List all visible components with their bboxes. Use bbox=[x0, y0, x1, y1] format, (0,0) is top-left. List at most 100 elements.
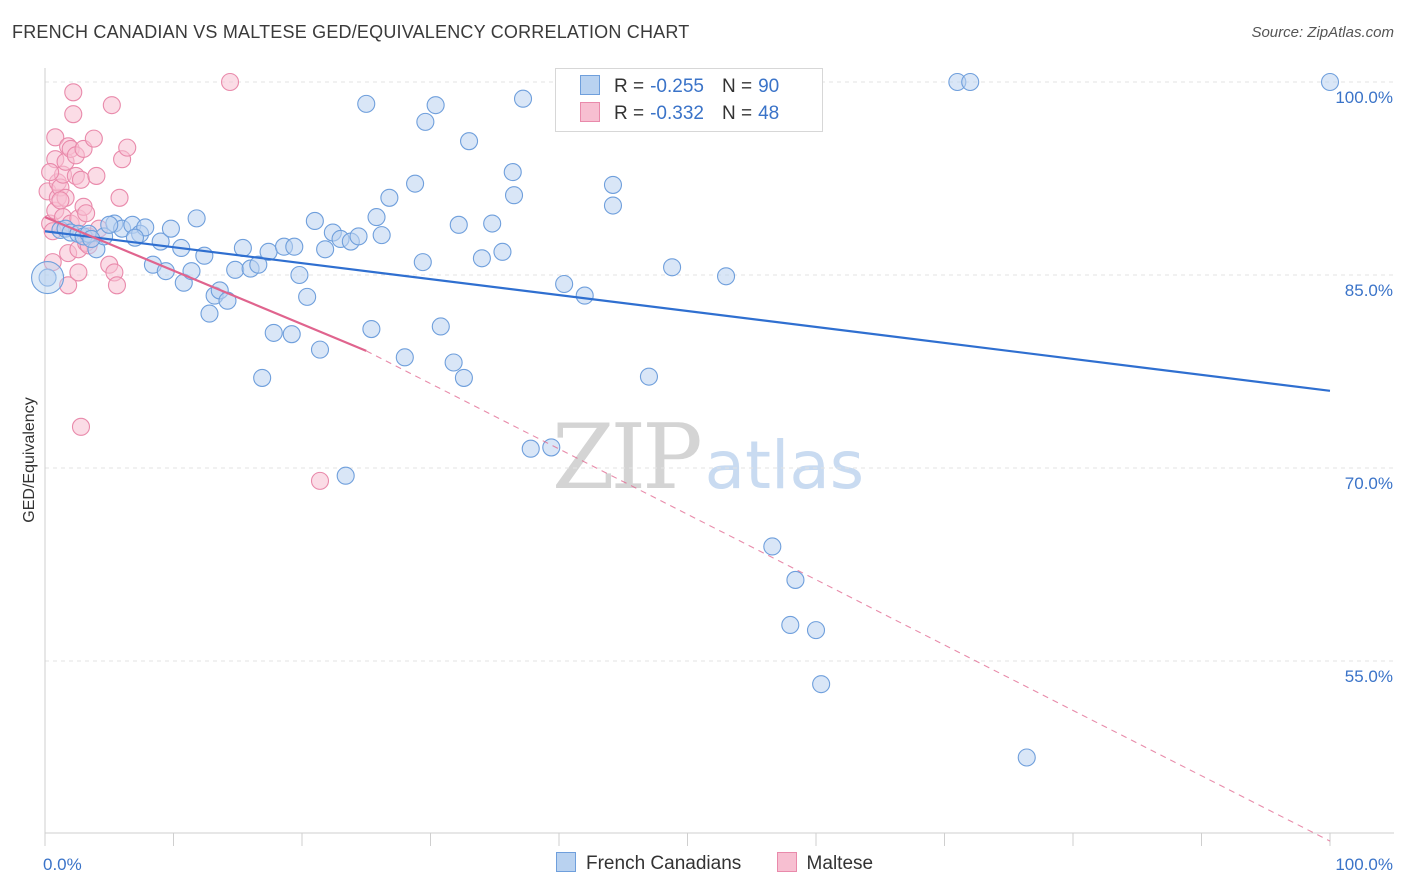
stats-legend: R = -0.255 N = 90 R = -0.332 N = 48 bbox=[555, 68, 823, 132]
data-point-french-canadians bbox=[459, 132, 479, 151]
data-point-french-canadians bbox=[367, 208, 386, 227]
data-point-maltese bbox=[220, 72, 240, 92]
data-point-maltese bbox=[87, 166, 106, 185]
data-point-french-canadians bbox=[493, 242, 512, 261]
data-point-french-canadians bbox=[362, 319, 381, 339]
y-tick-label: 100.0% bbox=[1335, 88, 1393, 107]
data-point-french-canadians bbox=[336, 466, 355, 485]
data-point-french-canadians bbox=[1320, 72, 1340, 92]
data-point-french-canadians bbox=[100, 215, 119, 234]
data-point-french-canadians bbox=[187, 209, 206, 228]
legend-row-maltese: R = -0.332 N = 48 bbox=[580, 102, 779, 126]
x-tick-label: 100.0% bbox=[1335, 855, 1393, 874]
data-point-maltese bbox=[107, 276, 127, 295]
data-point-french-canadians bbox=[282, 325, 301, 344]
data-point-french-canadians bbox=[416, 112, 435, 131]
data-point-french-canadians bbox=[521, 439, 540, 458]
legend-r-label: R = bbox=[614, 76, 645, 97]
data-point-french-canadians bbox=[357, 94, 376, 113]
data-point-french-canadians bbox=[264, 323, 283, 342]
data-point-french-canadians bbox=[1017, 748, 1036, 767]
legend-n-value: 90 bbox=[758, 76, 780, 97]
data-point-french-canadians bbox=[161, 219, 180, 238]
data-point-maltese bbox=[59, 276, 78, 295]
legend-item-maltese[interactable]: Maltese bbox=[776, 852, 874, 875]
legend-label: Maltese bbox=[806, 853, 874, 874]
data-point-maltese bbox=[71, 417, 91, 436]
data-point-maltese bbox=[51, 191, 70, 210]
data-point-french-canadians bbox=[812, 675, 831, 694]
data-point-french-canadians bbox=[38, 268, 57, 287]
data-point-french-canadians bbox=[200, 304, 219, 323]
watermark: ZIPatlas bbox=[552, 405, 864, 510]
y-tick-label: 85.0% bbox=[1345, 281, 1393, 300]
data-point-french-canadians bbox=[716, 267, 736, 286]
data-point-french-canadians bbox=[285, 237, 304, 256]
data-point-french-canadians bbox=[413, 253, 432, 272]
y-tick-label: 70.0% bbox=[1345, 474, 1393, 493]
data-point-french-canadians bbox=[395, 348, 414, 367]
data-point-french-canadians bbox=[603, 175, 623, 194]
trendline-maltese-extended bbox=[366, 350, 1331, 842]
legend-item-french-canadians[interactable]: French Canadians bbox=[556, 852, 741, 875]
data-point-french-canadians bbox=[454, 368, 473, 387]
data-point-french-canadians bbox=[575, 286, 594, 305]
data-point-maltese bbox=[64, 105, 83, 124]
watermark-atlas: atlas bbox=[704, 427, 865, 504]
data-point-french-canadians bbox=[663, 258, 682, 277]
data-point-maltese bbox=[77, 204, 96, 223]
data-point-french-canadians bbox=[961, 72, 980, 92]
data-point-french-canadians bbox=[372, 226, 391, 245]
data-point-french-canadians bbox=[603, 196, 623, 215]
data-point-french-canadians bbox=[298, 287, 317, 306]
y-tick-label: 55.0% bbox=[1345, 667, 1393, 686]
trendline-maltese bbox=[44, 216, 367, 352]
data-point-french-canadians bbox=[786, 570, 805, 589]
data-point-french-canadians bbox=[233, 238, 252, 258]
data-point-french-canadians bbox=[431, 317, 450, 336]
legend-r-value: -0.332 bbox=[650, 103, 704, 124]
legend-row-french-canadians: R = -0.255 N = 90 bbox=[580, 75, 779, 99]
data-point-french-canadians bbox=[349, 227, 368, 246]
legend-n-value: 48 bbox=[758, 103, 780, 124]
data-point-french-canadians-large bbox=[31, 261, 65, 295]
data-point-french-canadians bbox=[310, 340, 330, 359]
data-point-maltese bbox=[84, 129, 103, 148]
data-point-french-canadians bbox=[763, 537, 782, 556]
data-point-maltese bbox=[71, 170, 91, 189]
data-point-french-canadians bbox=[249, 255, 268, 274]
data-point-french-canadians bbox=[639, 367, 659, 386]
chart-title: FRENCH CANADIAN VS MALTESE GED/EQUIVALEN… bbox=[12, 22, 690, 42]
data-point-maltese bbox=[110, 188, 129, 207]
data-point-french-canadians bbox=[503, 163, 522, 182]
series-legend: French Canadians Maltese bbox=[556, 852, 903, 875]
y-axis-label: GED/Equivalency bbox=[21, 397, 38, 523]
data-point-french-canadians bbox=[513, 89, 533, 108]
data-point-french-canadians bbox=[449, 215, 468, 234]
data-point-maltese bbox=[64, 83, 83, 102]
data-point-french-canadians bbox=[380, 188, 399, 207]
data-point-french-canadians bbox=[781, 615, 800, 635]
data-point-french-canadians bbox=[226, 260, 245, 279]
watermark-zip: ZIP bbox=[552, 405, 703, 510]
data-point-maltese bbox=[46, 128, 65, 147]
data-point-maltese bbox=[102, 96, 121, 115]
legend-swatch-blue bbox=[556, 852, 576, 872]
data-point-french-canadians bbox=[472, 249, 491, 268]
data-point-french-canadians bbox=[806, 621, 826, 640]
data-point-maltese bbox=[69, 263, 88, 282]
data-point-maltese bbox=[118, 138, 137, 157]
data-point-maltese bbox=[41, 163, 60, 182]
data-point-french-canadians bbox=[316, 240, 335, 259]
legend-swatch-blue bbox=[580, 75, 600, 95]
data-point-french-canadians bbox=[555, 274, 574, 294]
data-point-french-canadians bbox=[426, 96, 445, 115]
x-tick-label: 0.0% bbox=[43, 855, 82, 874]
data-point-french-canadians bbox=[406, 174, 425, 193]
legend-swatch-pink bbox=[580, 102, 600, 122]
data-point-french-canadians bbox=[253, 368, 272, 387]
data-point-french-canadians bbox=[305, 211, 324, 231]
legend-label: French Canadians bbox=[586, 853, 742, 874]
trendline-french-canadians bbox=[44, 230, 1331, 392]
